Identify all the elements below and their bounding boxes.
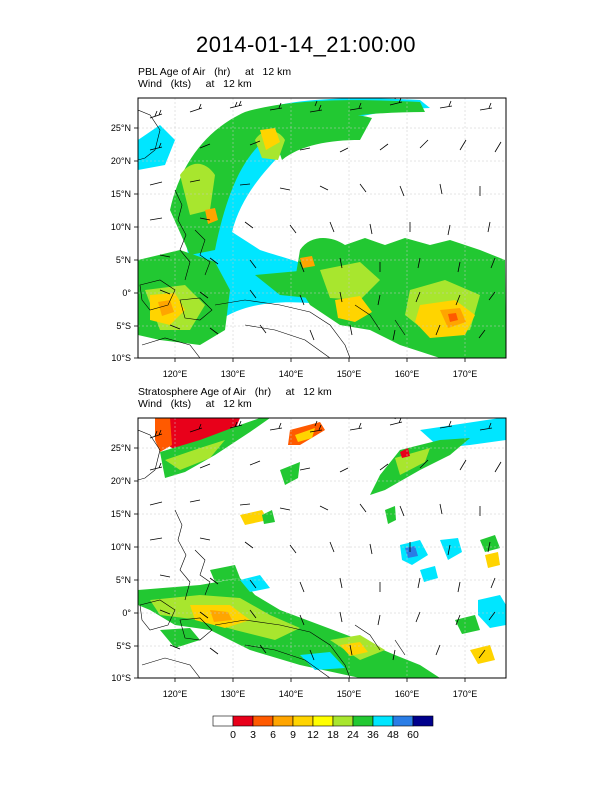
lon-label: 120°E <box>163 689 188 699</box>
strat-map-frame <box>137 417 507 679</box>
strat-lon-labels: 120°E 130°E 140°E 150°E 160°E 170°E <box>163 689 478 699</box>
colorbar-swatch <box>412 715 434 727</box>
colorbar-swatch <box>272 715 294 727</box>
lat-label: 5°N <box>116 255 131 265</box>
lat-label: 5°N <box>116 575 131 585</box>
lat-label: 5°S <box>116 321 131 331</box>
colorbar-swatch <box>372 715 394 727</box>
pbl-lat-labels: 25°N 20°N 15°N 10°N 5°N 0° 5°S 10°S <box>111 123 132 363</box>
lon-label: 130°E <box>221 369 246 379</box>
panel2-subtitle: Stratosphere Age of Air (hr) at 12 km Wi… <box>138 386 332 410</box>
colorbar-label: 24 <box>347 729 359 741</box>
colorbar-swatch <box>332 715 354 727</box>
lon-label: 130°E <box>221 689 246 699</box>
strat-wind-barbs <box>149 418 502 661</box>
lat-label: 10°S <box>111 673 131 683</box>
strat-map-panel: 25°N 20°N 15°N 10°N 5°N 0° 5°S 10°S 120°… <box>111 417 507 699</box>
pbl-map-panel: 25°N 20°N 15°N 10°N 5°N 0° 5°S 10°S 120°… <box>111 97 507 379</box>
panel1-subtitle: PBL Age of Air (hr) at 12 km Wind (kts) … <box>138 66 291 90</box>
pbl-lon-labels: 120°E 130°E 140°E 150°E 160°E 170°E <box>163 369 478 379</box>
lon-label: 160°E <box>395 689 420 699</box>
colorbar-label: 60 <box>407 729 419 741</box>
lat-label: 10°N <box>111 222 131 232</box>
panel2-wind-label: Wind (kts) at 12 km <box>138 398 252 410</box>
colorbar-swatch <box>352 715 374 727</box>
pbl-ticks <box>134 127 466 362</box>
colorbar-swatch <box>312 715 334 727</box>
lat-label: 0° <box>122 288 131 298</box>
colorbar-label: 3 <box>250 729 256 741</box>
lat-label: 10°N <box>111 542 131 552</box>
lat-label: 10°S <box>111 353 131 363</box>
lon-label: 150°E <box>337 689 362 699</box>
lon-label: 170°E <box>453 689 478 699</box>
panel2-field-label: Stratosphere Age of Air (hr) at 12 km <box>138 386 332 398</box>
lat-label: 25°N <box>111 123 131 133</box>
lat-label: 0° <box>122 608 131 618</box>
colorbar-swatch <box>232 715 254 727</box>
lon-label: 160°E <box>395 369 420 379</box>
lat-label: 20°N <box>111 476 131 486</box>
colorbar <box>212 715 434 727</box>
lon-label: 170°E <box>453 369 478 379</box>
lat-label: 5°S <box>116 641 131 651</box>
colorbar-swatch <box>252 715 274 727</box>
lat-label: 15°N <box>111 509 131 519</box>
figure-title: 2014-01-14_21:00:00 <box>196 32 416 57</box>
lat-label: 25°N <box>111 443 131 453</box>
colorbar-label: 48 <box>387 729 399 741</box>
colorbar-label: 0 <box>230 729 236 741</box>
colorbar-swatch <box>212 715 234 727</box>
lat-label: 15°N <box>111 189 131 199</box>
colorbar-label: 6 <box>270 729 276 741</box>
strat-lat-labels: 25°N 20°N 15°N 10°N 5°N 0° 5°S 10°S <box>111 443 132 683</box>
pbl-coastlines <box>138 109 406 358</box>
colorbar-label: 36 <box>367 729 379 741</box>
strat-coastlines <box>138 429 406 678</box>
lat-label: 20°N <box>111 156 131 166</box>
colorbar-swatch <box>392 715 414 727</box>
lon-label: 140°E <box>279 369 304 379</box>
panel1-wind-label: Wind (kts) at 12 km <box>138 78 252 90</box>
colorbar-label: 9 <box>290 729 296 741</box>
lon-label: 140°E <box>279 689 304 699</box>
colorbar-label: 12 <box>307 729 319 741</box>
lon-label: 120°E <box>163 369 188 379</box>
panel1-field-label: PBL Age of Air (hr) at 12 km <box>138 66 292 78</box>
pbl-graticule <box>138 98 506 358</box>
strat-graticule <box>138 418 506 678</box>
pbl-map-frame <box>137 97 507 359</box>
pbl-wind-barbs <box>149 98 502 341</box>
colorbar-swatch <box>292 715 314 727</box>
lon-label: 150°E <box>337 369 362 379</box>
strat-ticks <box>134 447 466 682</box>
colorbar-label: 18 <box>327 729 339 741</box>
